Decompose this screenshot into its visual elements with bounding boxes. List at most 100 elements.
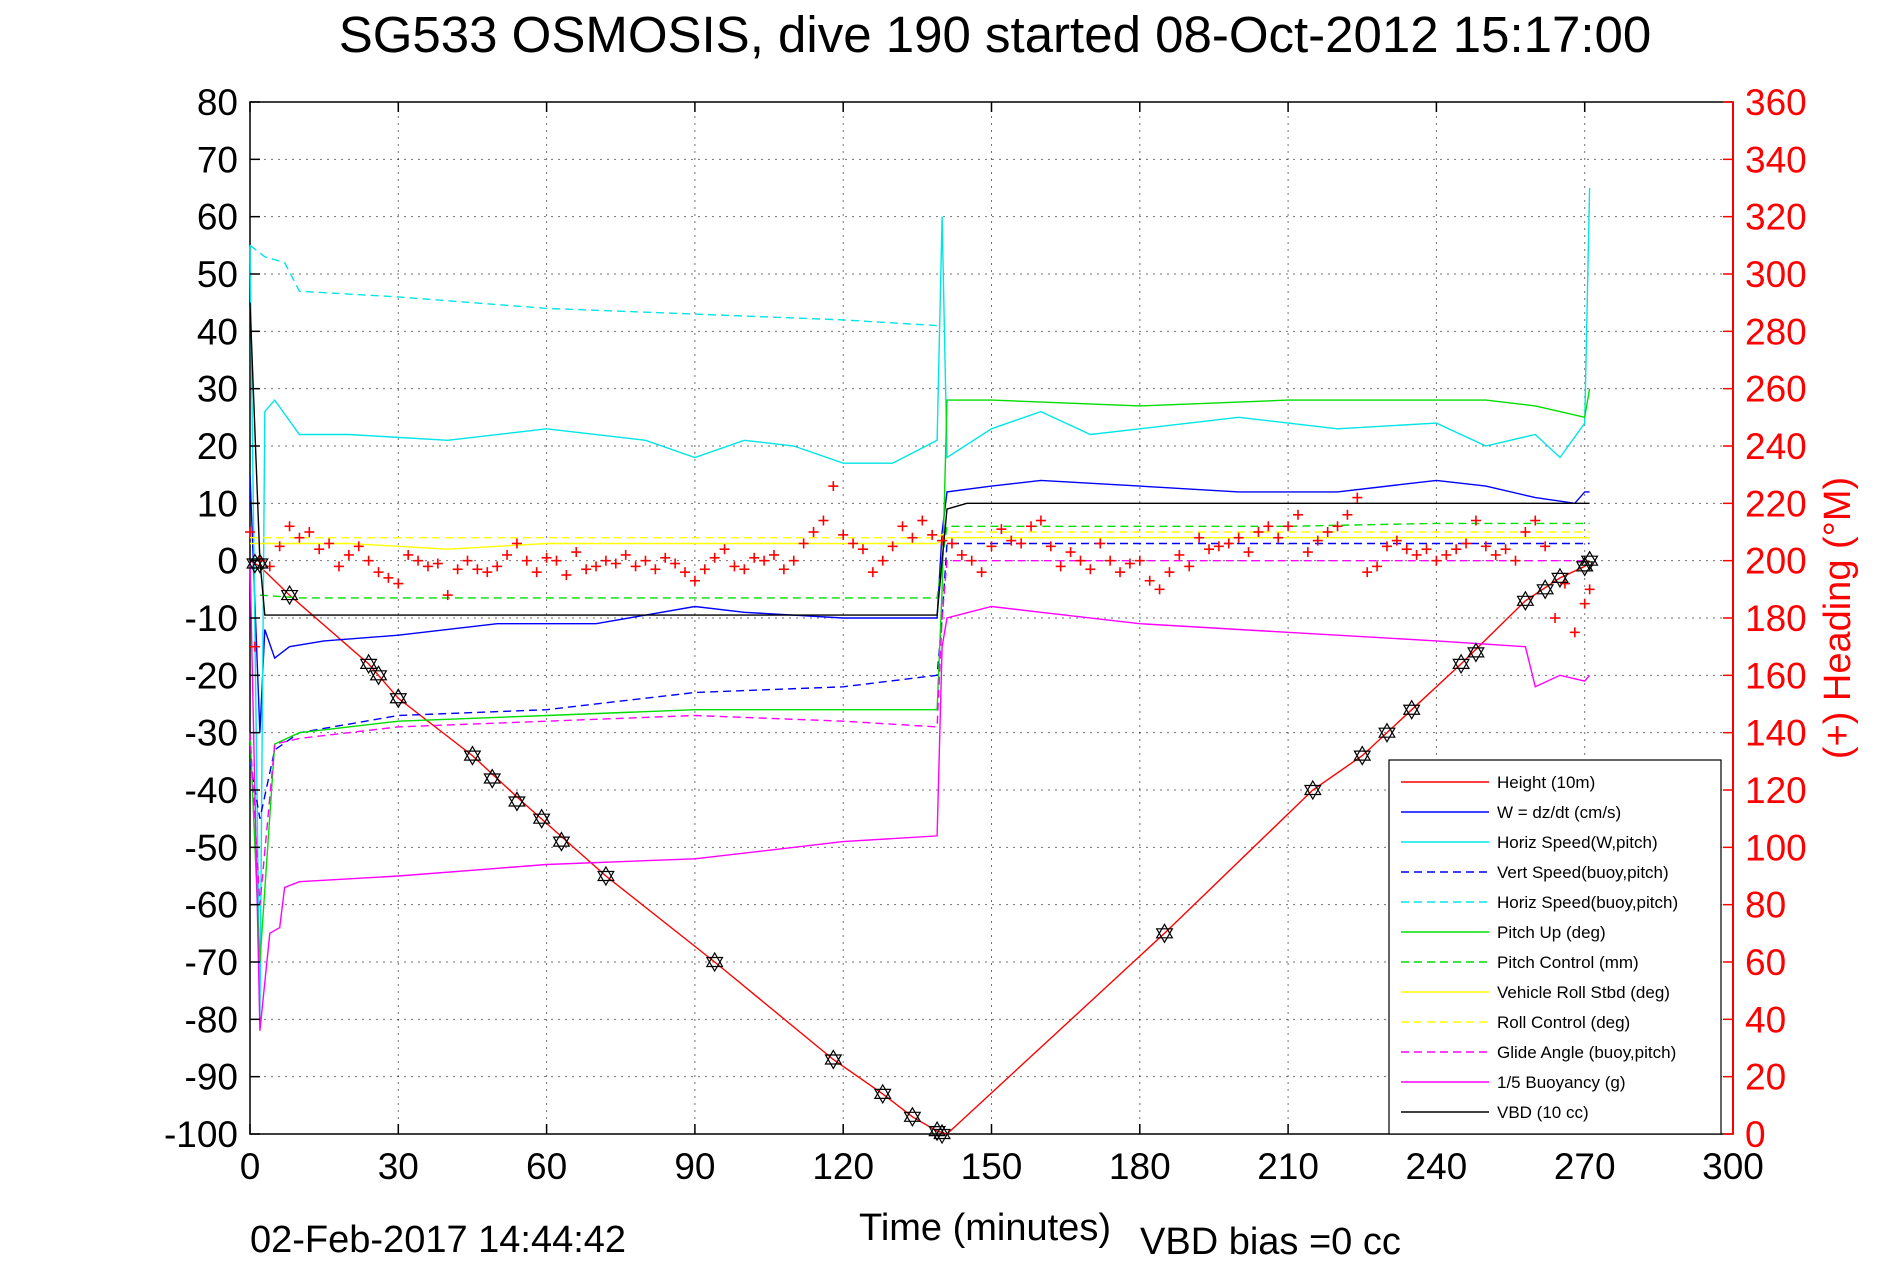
heading-point	[689, 575, 700, 586]
heading-point	[867, 567, 878, 578]
heading-point	[1273, 532, 1284, 543]
heading-point	[640, 555, 651, 566]
depth-sample-marker	[359, 653, 378, 675]
heading-point	[1411, 549, 1422, 560]
y-right-axis-label: (+) Heading (°M)	[1817, 477, 1859, 759]
y-tick-label: 70	[197, 139, 238, 180]
series-line-roll-control-deg	[250, 531, 1590, 539]
x-axis-ticks: 0 30 60 90 120 150 180 210 240 270 300	[240, 102, 1764, 1187]
heading-point	[670, 558, 681, 569]
y-right-tick-label: 360	[1745, 82, 1807, 123]
heading-point	[937, 535, 948, 546]
y-tick-label: -50	[185, 827, 238, 868]
heading-point	[1026, 521, 1037, 532]
heading-point	[413, 555, 424, 566]
y-right-tick-label: 260	[1745, 369, 1807, 410]
heading-point	[452, 564, 463, 575]
heading-point	[1075, 555, 1086, 566]
x-tick-label: 60	[526, 1146, 567, 1187]
heading-point	[1006, 535, 1017, 546]
heading-point	[591, 561, 602, 572]
heading-point	[729, 561, 740, 572]
heading-point	[838, 529, 849, 540]
x-tick-label: 180	[1109, 1146, 1171, 1187]
y-tick-label: -70	[185, 942, 238, 983]
heading-point	[304, 527, 315, 537]
y-right-tick-label: 320	[1745, 197, 1807, 238]
heading-point	[966, 555, 977, 566]
y-axis-ticks: -100-90-80-70-60-50-40-30-20-10010203040…	[164, 82, 260, 1155]
depth-sample-marker	[508, 791, 526, 812]
legend-label: Pitch Control (mm)	[1497, 953, 1639, 972]
heading-point	[1540, 541, 1551, 552]
heading-point	[907, 532, 918, 543]
heading-point	[1144, 575, 1155, 586]
heading-point	[353, 541, 364, 552]
legend-label: 1/5 Buoyancy (g)	[1497, 1073, 1626, 1092]
heading-point	[1223, 538, 1234, 549]
series-line-pitch-up-deg	[249, 388, 1591, 963]
y-right-tick-label: 20	[1745, 1057, 1786, 1098]
depth-sample-marker	[1378, 722, 1396, 743]
heading-point	[996, 524, 1007, 535]
legend-entry-w-dz-dt-cm-s: W = dz/dt (cm/s)	[1401, 803, 1621, 822]
depth-sample-marker	[1353, 745, 1372, 766]
heading-point	[1342, 509, 1353, 520]
y-right-tick-label: 280	[1745, 311, 1807, 352]
heading-point	[759, 555, 770, 566]
heading-point	[1431, 555, 1442, 566]
y-tick-label: 60	[197, 197, 238, 238]
heading-point	[333, 561, 344, 572]
heading-point	[383, 572, 394, 583]
y-tick-label: -100	[164, 1114, 238, 1155]
legend: Height (10m) W = dz/dt (cm/s) Horiz Speed(…	[1388, 759, 1722, 1135]
y-tick-label: -40	[185, 770, 238, 811]
y-tick-label: -30	[185, 713, 238, 754]
heading-point	[314, 544, 325, 555]
heading-point	[788, 555, 799, 566]
y-right-tick-label: 220	[1745, 483, 1807, 524]
depth-sample-marker	[1551, 567, 1569, 589]
x-tick-label: 300	[1702, 1146, 1764, 1187]
y-right-tick-label: 0	[1745, 1114, 1766, 1155]
legend-entry-vehicle-roll-stbd-deg: Vehicle Roll Stbd (deg)	[1401, 983, 1670, 1002]
depth-sample-marker	[1516, 590, 1535, 611]
heading-point	[1579, 598, 1590, 609]
legend-entry-horiz-speed-w-pitch: Horiz Speed(W,pitch)	[1401, 833, 1658, 852]
heading-point	[403, 549, 414, 560]
heading-point	[897, 521, 908, 532]
legend-label: Vehicle Roll Stbd (deg)	[1497, 983, 1670, 1002]
heading-point	[986, 541, 997, 552]
heading-point	[1550, 613, 1561, 623]
heading-point	[1095, 538, 1106, 549]
heading-point	[739, 564, 750, 575]
y-tick-label: 40	[197, 311, 238, 352]
depth-sample-marker	[280, 584, 299, 606]
heading-point	[472, 564, 483, 575]
heading-point	[1105, 555, 1116, 566]
legend-entry-glide-angle-buoy-pitch: Glide Angle (buoy,pitch)	[1401, 1043, 1676, 1062]
heading-point	[927, 529, 938, 540]
y-tick-label: 30	[197, 369, 238, 410]
heading-point	[541, 552, 552, 563]
heading-point	[1302, 547, 1313, 558]
heading-point	[1283, 521, 1294, 532]
heading-point	[680, 567, 691, 578]
heading-point	[848, 538, 859, 549]
heading-point	[1332, 521, 1343, 532]
depth-sample-marker	[1580, 550, 1599, 571]
heading-point	[768, 549, 779, 560]
heading-point	[462, 555, 473, 566]
heading-point	[1065, 547, 1076, 558]
heading-point	[610, 558, 621, 569]
heading-point	[818, 515, 829, 526]
heading-point	[1204, 544, 1215, 555]
y-right-tick-label: 240	[1745, 426, 1807, 467]
heading-point	[1174, 549, 1185, 560]
heading-point	[887, 541, 898, 552]
y-right-axis-ticks: 0 20 40 60 80 100 120 140 160 180 200 220 240 260 280 3…	[1723, 82, 1807, 1155]
heading-point	[571, 547, 582, 558]
heading-point	[1530, 515, 1541, 526]
heading-point	[1085, 564, 1096, 575]
heading-point	[1016, 538, 1027, 549]
